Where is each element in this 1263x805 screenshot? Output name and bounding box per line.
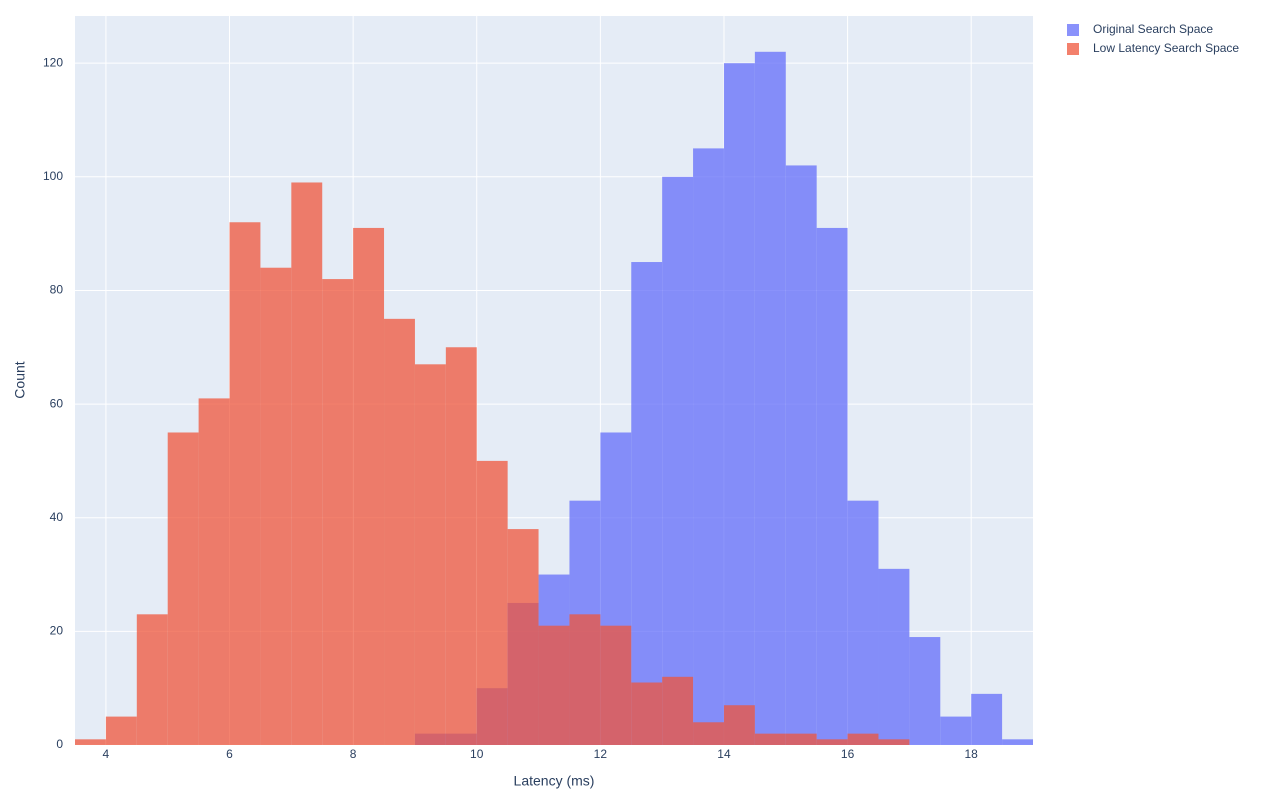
histogram-bar xyxy=(785,165,817,746)
histogram-bar xyxy=(971,693,1003,745)
x-tick-label: 4 xyxy=(103,747,110,761)
histogram-bar xyxy=(538,625,570,745)
histogram-bar xyxy=(631,262,663,745)
histogram-bar xyxy=(105,716,137,745)
histogram-bar xyxy=(353,227,385,746)
y-tick-label: 0 xyxy=(56,737,63,751)
histogram-bar xyxy=(631,682,663,745)
histogram-bar xyxy=(476,460,508,745)
histogram-bar xyxy=(847,500,879,745)
histogram-bar xyxy=(600,625,632,745)
y-axis-title: Count xyxy=(12,361,28,398)
x-tick-label: 12 xyxy=(594,747,608,761)
histogram-bar xyxy=(136,614,168,745)
x-tick-label: 14 xyxy=(717,747,731,761)
y-tick-label: 120 xyxy=(43,55,63,69)
histogram-bar xyxy=(229,222,261,746)
histogram-bar xyxy=(322,279,354,745)
histogram-bar xyxy=(693,722,724,745)
histogram-bar xyxy=(723,63,755,745)
histogram-bar xyxy=(785,733,817,745)
x-tick-label: 6 xyxy=(226,747,233,761)
histogram-bar xyxy=(167,432,199,745)
histogram-bar xyxy=(75,739,106,745)
histogram-bar xyxy=(260,267,292,745)
legend-marker[interactable] xyxy=(1067,43,1079,55)
histogram-bar xyxy=(291,182,323,745)
histogram-bar xyxy=(414,364,446,745)
x-tick-label: 8 xyxy=(350,747,357,761)
histogram-bar xyxy=(816,227,848,746)
x-axis-title: Latency (ms) xyxy=(514,773,595,789)
histogram-bar xyxy=(662,676,694,745)
histogram-bar xyxy=(878,568,910,745)
histogram-bar xyxy=(816,739,848,745)
histogram-bar xyxy=(384,318,415,745)
legend-label[interactable]: Low Latency Search Space xyxy=(1093,41,1239,55)
y-tick-label: 40 xyxy=(50,510,64,524)
y-tick-label: 20 xyxy=(50,624,64,638)
histogram-bar xyxy=(723,705,755,745)
y-tick-label: 100 xyxy=(43,169,63,183)
histogram-bar xyxy=(940,716,972,745)
histogram-bar xyxy=(1002,739,1033,745)
histogram-bar xyxy=(507,529,539,745)
x-tick-label: 18 xyxy=(965,747,979,761)
histogram-bar xyxy=(754,51,786,745)
histogram-bar xyxy=(909,637,941,745)
histogram-bar xyxy=(847,733,879,745)
legend-label[interactable]: Original Search Space xyxy=(1093,22,1213,36)
histogram-bar xyxy=(878,739,910,745)
histogram-bar xyxy=(754,733,786,745)
histogram-bar xyxy=(445,347,477,745)
y-tick-label: 80 xyxy=(50,283,64,297)
x-tick-label: 10 xyxy=(470,747,484,761)
histogram-bar xyxy=(569,614,601,745)
y-tick-label: 60 xyxy=(50,396,64,410)
histogram-bar xyxy=(198,398,230,745)
histogram-bar xyxy=(662,176,694,745)
legend-marker[interactable] xyxy=(1067,24,1079,36)
x-tick-label: 16 xyxy=(841,747,855,761)
histogram-bar xyxy=(693,148,724,745)
